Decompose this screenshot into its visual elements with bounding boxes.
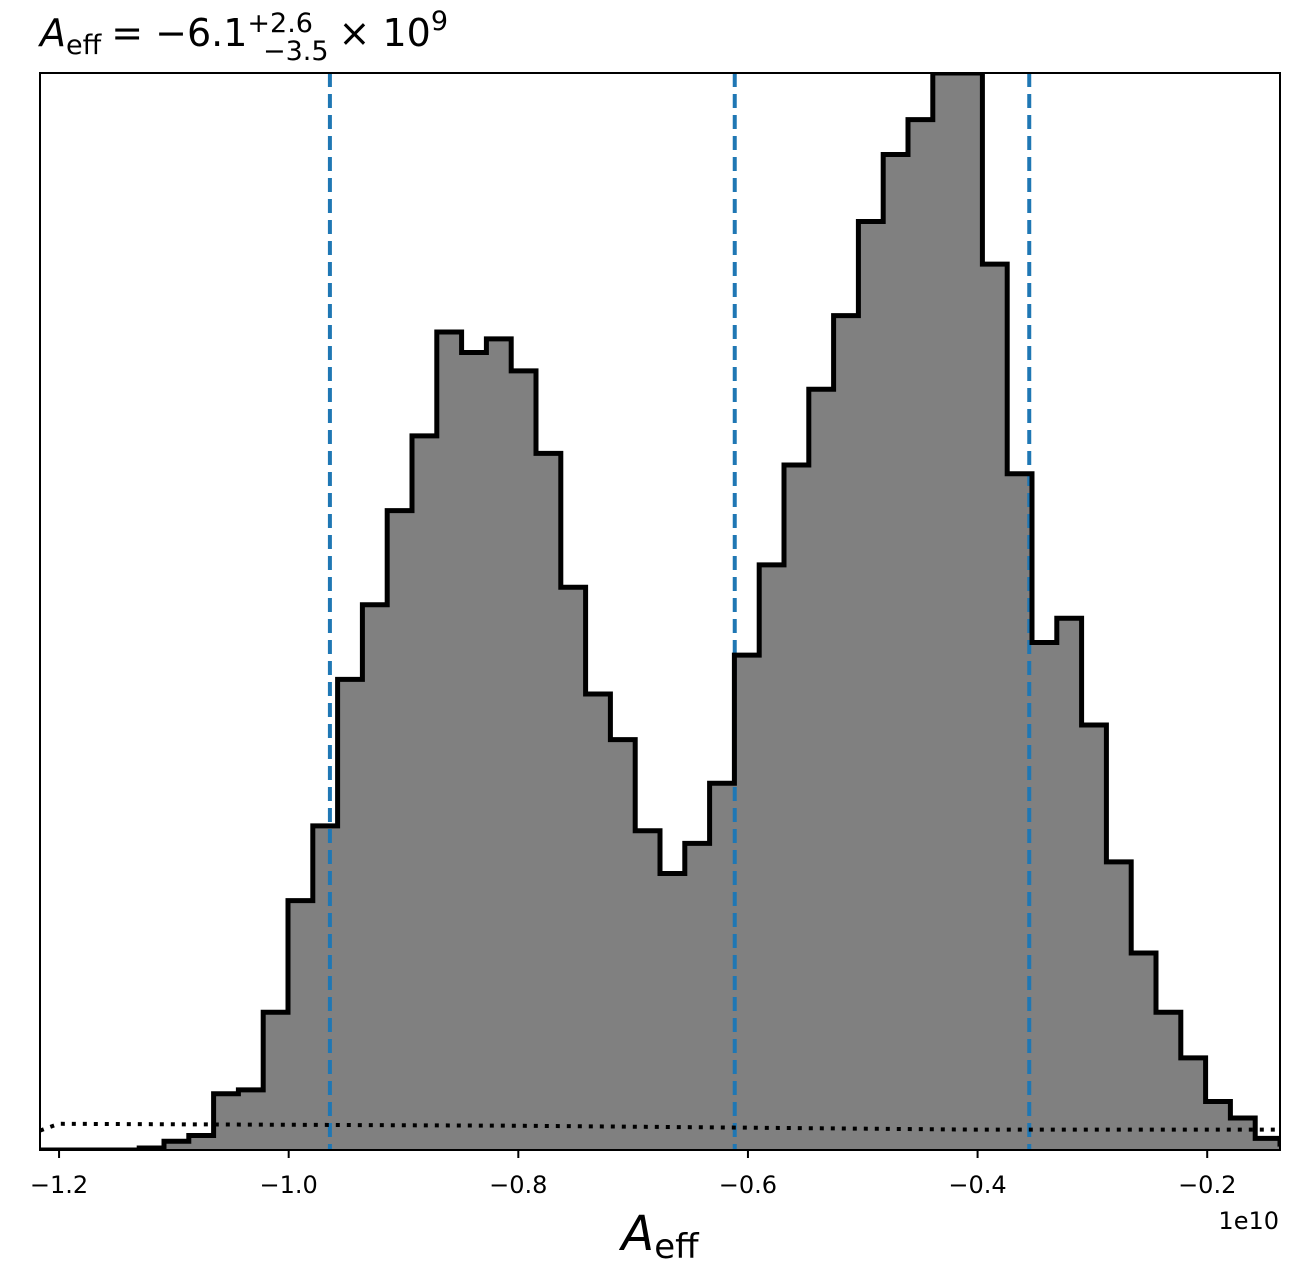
- x-axis-label-variable: A: [618, 1206, 654, 1262]
- credible-interval-lines: [327, 73, 1032, 1150]
- title-median: = −6.1: [111, 11, 247, 55]
- x-axis-label: Aeff: [618, 1206, 700, 1267]
- axes-frame: [39, 72, 1281, 1151]
- histogram-outline: [40, 73, 1280, 1150]
- x-tick-label-1: −1.2: [30, 1171, 88, 1199]
- histogram-fill: [40, 73, 1280, 1150]
- plot-area: [40, 73, 1280, 1150]
- title-error-minus: −3.5: [263, 36, 329, 67]
- title-variable: A: [37, 11, 66, 55]
- chart-title: Aeff = −6.1+2.6 −3.5 × 109: [37, 6, 448, 67]
- x-tick-label-4: −0.6: [719, 1171, 777, 1199]
- prior-dotted-line: [40, 1121, 1280, 1133]
- title-error-plus: +2.6: [247, 8, 313, 39]
- title-exponent: 9: [431, 6, 448, 37]
- x-tick-label-5: −0.4: [948, 1171, 1006, 1199]
- x-tick-label-6: −0.2: [1178, 1171, 1236, 1199]
- x-tick-label-3: −0.8: [489, 1171, 547, 1199]
- x-axis-label-subscript: eff: [654, 1227, 700, 1267]
- title-variable-subscript: eff: [66, 30, 103, 61]
- x-axis-ticks: −1.2 −1.0 −0.8 −0.6 −0.4 −0.2: [30, 1150, 1236, 1199]
- x-tick-label-2: −1.0: [260, 1171, 318, 1199]
- title-multiplier: × 10: [339, 11, 431, 55]
- x-offset-label: 1e10: [1218, 1207, 1279, 1235]
